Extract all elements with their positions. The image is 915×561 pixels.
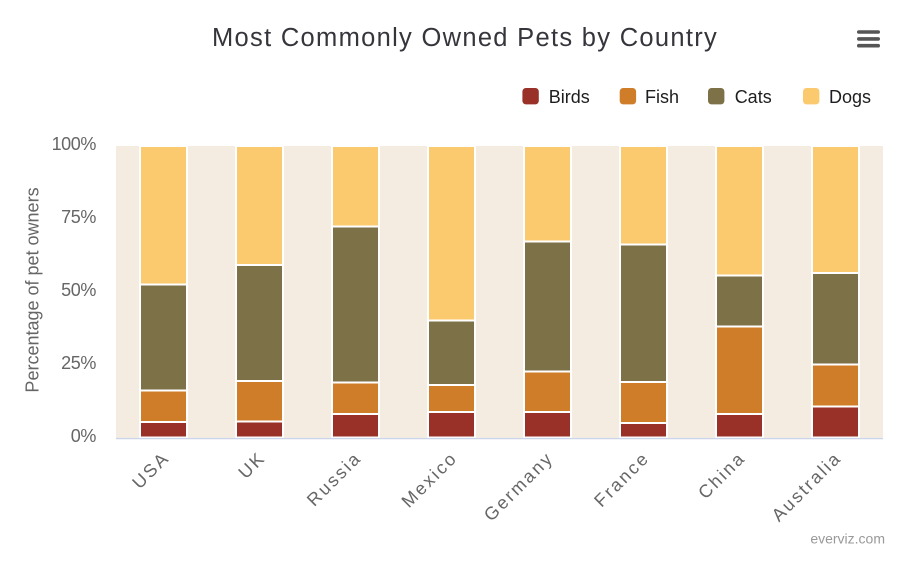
svg-text:Most Commonly Owned Pets by Co: Most Commonly Owned Pets by Country (212, 24, 718, 52)
svg-text:100%: 100% (52, 134, 97, 154)
svg-text:50%: 50% (61, 280, 96, 300)
svg-text:everviz.com: everviz.com (810, 531, 885, 547)
svg-text:75%: 75% (61, 207, 96, 227)
svg-text:Percentage of pet owners: Percentage of pet owners (23, 187, 43, 392)
svg-text:Dogs: Dogs (829, 87, 871, 107)
svg-text:25%: 25% (61, 353, 96, 373)
svg-text:Fish: Fish (645, 87, 679, 107)
svg-text:0%: 0% (71, 426, 97, 446)
svg-text:Birds: Birds (549, 87, 590, 107)
svg-text:Cats: Cats (735, 87, 772, 107)
